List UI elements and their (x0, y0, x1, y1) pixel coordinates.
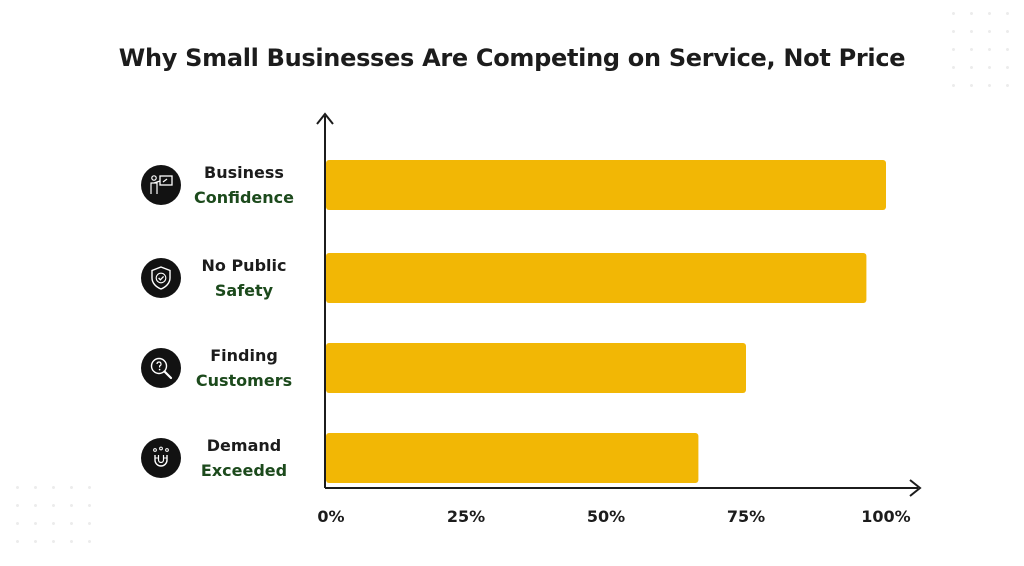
x-tick-label: 75% (726, 507, 766, 526)
decorative-dot (34, 504, 37, 507)
decorative-dot (1006, 30, 1009, 33)
category-label-line1: Demand (206, 436, 282, 455)
category-label: Finding Customers (174, 343, 314, 393)
decorative-dot (952, 84, 955, 87)
bar-confidence (326, 160, 886, 210)
decorative-dot (16, 504, 19, 507)
decorative-dot (88, 504, 91, 507)
decorative-dot (34, 486, 37, 489)
decorative-dot (1006, 12, 1009, 15)
decorative-dot (970, 84, 973, 87)
decorative-dot (970, 66, 973, 69)
decorative-dot (52, 486, 55, 489)
category-label-line2: Confidence (193, 188, 294, 207)
x-axis-arrow (909, 479, 922, 497)
decorative-dot (970, 12, 973, 15)
x-tick-label: 50% (586, 507, 626, 526)
magnet-icon (141, 438, 181, 478)
decorative-dot (88, 540, 91, 543)
bar-customers (326, 343, 746, 393)
category-label-line1: No Public (201, 256, 287, 275)
decorative-dot (1006, 48, 1009, 51)
x-tick-label: 25% (446, 507, 486, 526)
decorative-dot (70, 522, 73, 525)
magnifier-question-icon (141, 348, 181, 388)
decorative-dot (1006, 84, 1009, 87)
decorative-dot (52, 540, 55, 543)
chart-title: Why Small Businesses Are Competing on Se… (118, 44, 906, 72)
bar-exceeded (326, 433, 699, 483)
x-tick-label: 0% (317, 507, 345, 526)
decorative-dot (16, 486, 19, 489)
decorative-dot (70, 540, 73, 543)
decorative-dot (52, 522, 55, 525)
shield-check-icon (141, 258, 181, 298)
decorative-dot (88, 486, 91, 489)
decorative-dot (88, 522, 91, 525)
y-axis-arrow (316, 112, 334, 125)
bar-safety (326, 253, 867, 303)
decorative-dot (988, 12, 991, 15)
decorative-dot (16, 522, 19, 525)
category-label-line2: Safety (214, 281, 274, 300)
category-label-line1: Finding (210, 346, 278, 365)
decorative-dot (70, 504, 73, 507)
category-label: Business Confidence (174, 160, 314, 210)
decorative-dot (1006, 66, 1009, 69)
decorative-dot (34, 522, 37, 525)
category-label: Demand Exceeded (174, 433, 314, 483)
category-label-line2: Customers (195, 371, 293, 390)
decorative-dot (34, 540, 37, 543)
category-label: No Public Safety (174, 253, 314, 303)
category-label-line2: Exceeded (200, 461, 288, 480)
decorative-dot (952, 66, 955, 69)
decorative-dot (970, 48, 973, 51)
decorative-dot (52, 504, 55, 507)
presentation-icon (141, 165, 181, 205)
decorative-dot (970, 30, 973, 33)
decorative-dot (952, 48, 955, 51)
decorative-dot (952, 12, 955, 15)
decorative-dot (988, 30, 991, 33)
decorative-dot (16, 540, 19, 543)
decorative-dot (988, 48, 991, 51)
decorative-dot (988, 66, 991, 69)
decorative-dot (988, 84, 991, 87)
category-label-line1: Business (204, 163, 284, 182)
decorative-dot (952, 30, 955, 33)
decorative-dot (70, 486, 73, 489)
x-tick-label: 100% (861, 507, 911, 526)
